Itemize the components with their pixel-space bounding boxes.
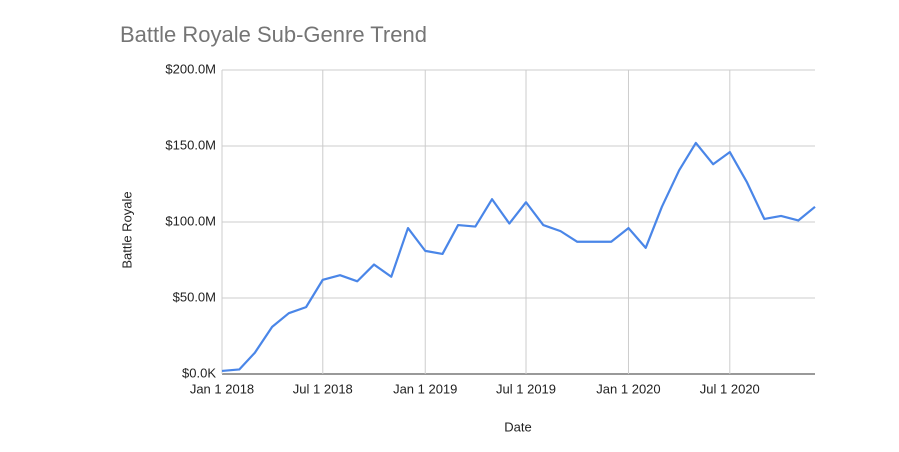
x-tick-label: Jan 1 2019 <box>393 381 457 396</box>
y-tick-label: $200.0M <box>165 61 216 76</box>
data-line <box>221 141 816 373</box>
x-tick-label: Jul 1 2020 <box>700 381 760 396</box>
y-tick-label: $150.0M <box>165 137 216 152</box>
chart-title: Battle Royale Sub-Genre Trend <box>120 22 427 47</box>
y-axis-title: Battle Royale <box>119 191 134 268</box>
y-tick-label: $0.0K <box>182 365 216 380</box>
y-tick-label: $100.0M <box>165 213 216 228</box>
x-tick-label: Jul 1 2018 <box>293 381 353 396</box>
y-tick-label: $50.0M <box>173 289 216 304</box>
x-tick-label: Jan 1 2020 <box>596 381 660 396</box>
x-tick-label: Jan 1 2018 <box>190 381 254 396</box>
x-tick-label: Jul 1 2019 <box>496 381 556 396</box>
x-axis-title: Date <box>504 419 531 434</box>
